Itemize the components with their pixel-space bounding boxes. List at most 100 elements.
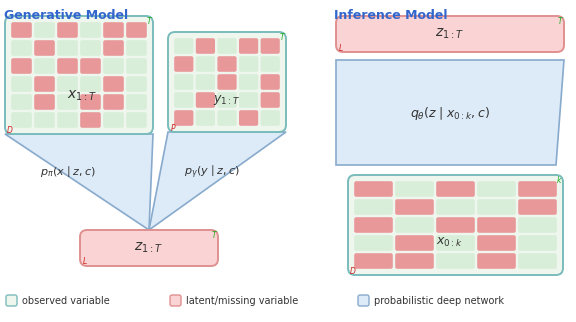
Text: $x_{1:T}$: $x_{1:T}$ [67,89,97,103]
FancyBboxPatch shape [126,112,147,128]
FancyBboxPatch shape [239,110,258,126]
FancyBboxPatch shape [6,295,17,306]
FancyBboxPatch shape [174,92,194,108]
Text: L: L [339,43,343,52]
FancyBboxPatch shape [11,40,32,56]
FancyBboxPatch shape [436,181,475,197]
FancyBboxPatch shape [239,38,258,54]
Text: T: T [212,231,217,240]
FancyBboxPatch shape [395,199,434,215]
FancyBboxPatch shape [57,112,78,128]
Text: P: P [170,124,175,132]
FancyBboxPatch shape [196,92,215,108]
Text: Generative Model: Generative Model [4,9,128,22]
FancyBboxPatch shape [103,76,124,92]
FancyBboxPatch shape [354,217,393,233]
FancyBboxPatch shape [518,217,557,233]
FancyBboxPatch shape [260,38,280,54]
Text: observed variable: observed variable [22,296,110,306]
FancyBboxPatch shape [34,94,55,110]
FancyBboxPatch shape [260,110,280,126]
FancyBboxPatch shape [57,94,78,110]
FancyBboxPatch shape [518,253,557,269]
FancyBboxPatch shape [395,253,434,269]
FancyBboxPatch shape [34,22,55,38]
FancyBboxPatch shape [11,112,32,128]
FancyBboxPatch shape [80,112,101,128]
FancyBboxPatch shape [126,94,147,110]
FancyBboxPatch shape [57,76,78,92]
Text: $z_{1:T}$: $z_{1:T}$ [134,241,164,255]
FancyBboxPatch shape [477,253,516,269]
FancyBboxPatch shape [11,94,32,110]
FancyBboxPatch shape [174,56,194,72]
FancyBboxPatch shape [57,58,78,74]
FancyBboxPatch shape [80,76,101,92]
Text: D: D [350,267,356,276]
FancyBboxPatch shape [477,217,516,233]
FancyBboxPatch shape [174,38,194,54]
FancyBboxPatch shape [518,199,557,215]
FancyBboxPatch shape [518,181,557,197]
FancyBboxPatch shape [11,58,32,74]
FancyBboxPatch shape [436,217,475,233]
FancyBboxPatch shape [126,58,147,74]
FancyBboxPatch shape [336,16,564,52]
FancyBboxPatch shape [395,217,434,233]
Text: $z_{1:T}$: $z_{1:T}$ [435,27,465,41]
FancyBboxPatch shape [80,40,101,56]
FancyBboxPatch shape [395,181,434,197]
FancyBboxPatch shape [239,56,258,72]
FancyBboxPatch shape [196,38,215,54]
Text: $p_{\gamma}(y\mid z,c)$: $p_{\gamma}(y\mid z,c)$ [184,163,240,181]
FancyBboxPatch shape [196,110,215,126]
Text: $p_{\pi}(x\mid z,c)$: $p_{\pi}(x\mid z,c)$ [40,164,96,179]
Text: Inference Model: Inference Model [334,9,448,22]
FancyBboxPatch shape [34,58,55,74]
FancyBboxPatch shape [436,253,475,269]
FancyBboxPatch shape [103,112,124,128]
FancyBboxPatch shape [354,181,393,197]
Text: L: L [83,258,87,267]
FancyBboxPatch shape [34,40,55,56]
FancyBboxPatch shape [174,110,194,126]
FancyBboxPatch shape [126,76,147,92]
FancyBboxPatch shape [217,92,237,108]
Text: latent/missing variable: latent/missing variable [186,296,298,306]
FancyBboxPatch shape [5,16,153,134]
FancyBboxPatch shape [80,94,101,110]
FancyBboxPatch shape [477,235,516,251]
FancyBboxPatch shape [217,74,237,90]
FancyBboxPatch shape [80,22,101,38]
FancyBboxPatch shape [196,74,215,90]
FancyBboxPatch shape [239,92,258,108]
FancyBboxPatch shape [196,56,215,72]
Text: $x_{0:k}$: $x_{0:k}$ [435,236,463,249]
FancyBboxPatch shape [477,181,516,197]
Text: k: k [557,175,561,185]
FancyBboxPatch shape [103,58,124,74]
Text: probabilistic deep network: probabilistic deep network [374,296,504,306]
Text: T: T [147,16,151,25]
FancyBboxPatch shape [354,199,393,215]
FancyBboxPatch shape [217,56,237,72]
FancyBboxPatch shape [34,112,55,128]
FancyBboxPatch shape [348,175,563,275]
FancyBboxPatch shape [436,235,475,251]
FancyBboxPatch shape [354,253,393,269]
Polygon shape [5,134,153,230]
FancyBboxPatch shape [57,22,78,38]
FancyBboxPatch shape [354,235,393,251]
Text: $y_{1:T}$: $y_{1:T}$ [213,93,240,107]
FancyBboxPatch shape [217,110,237,126]
FancyBboxPatch shape [170,295,181,306]
FancyBboxPatch shape [477,199,516,215]
Text: T: T [280,33,285,42]
FancyBboxPatch shape [436,199,475,215]
FancyBboxPatch shape [80,230,218,266]
FancyBboxPatch shape [395,235,434,251]
Polygon shape [149,132,286,230]
FancyBboxPatch shape [358,295,369,306]
FancyBboxPatch shape [126,40,147,56]
FancyBboxPatch shape [57,40,78,56]
